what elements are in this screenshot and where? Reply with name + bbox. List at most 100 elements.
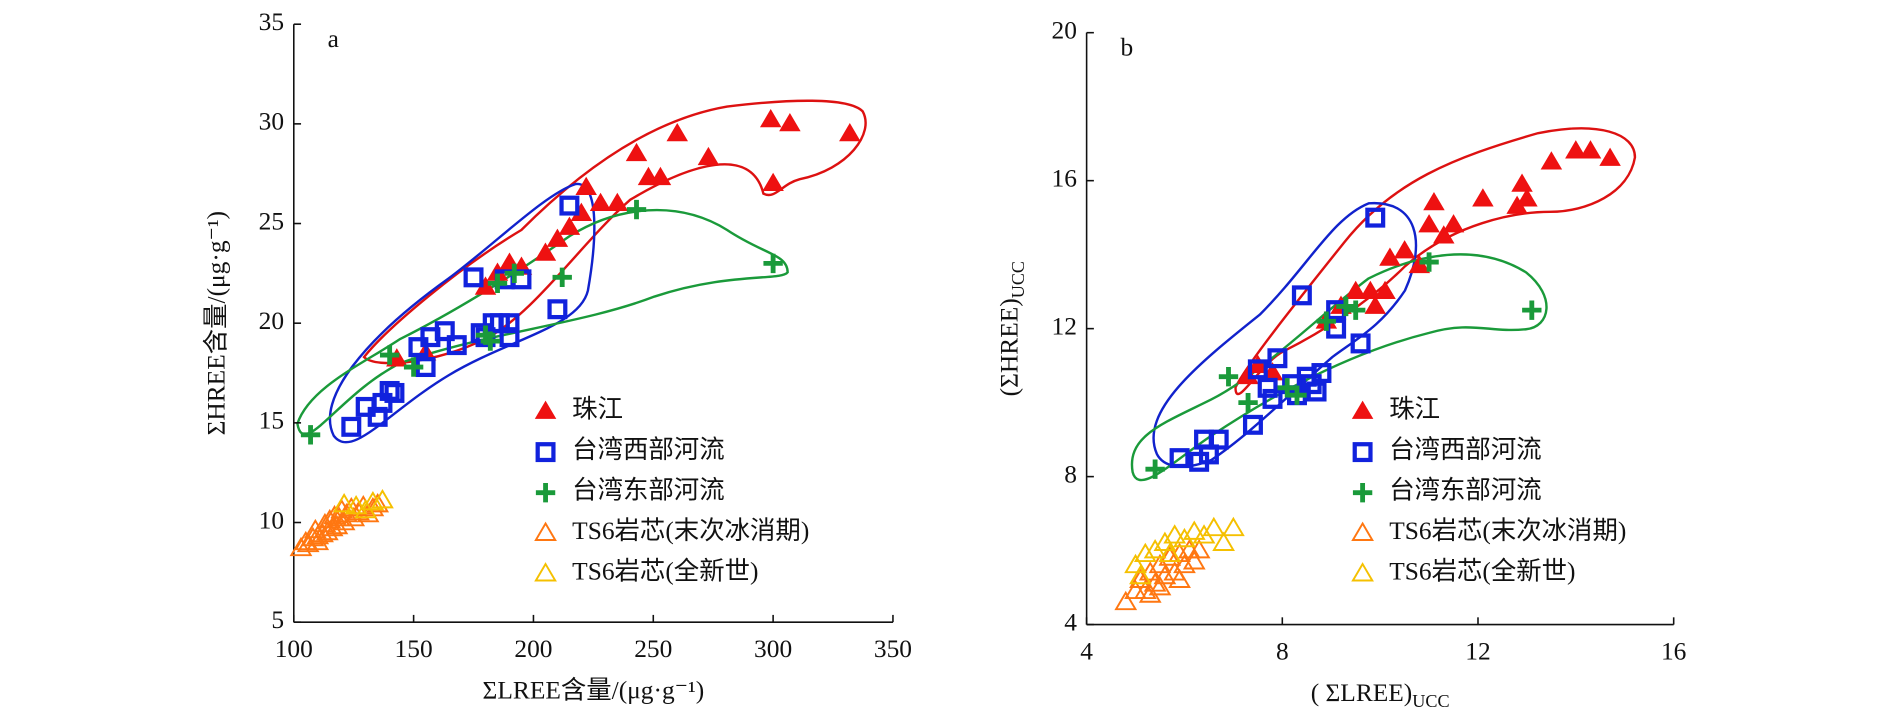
marker [1277,378,1297,398]
legend-marker [534,562,557,582]
marker [1472,188,1494,207]
marker [649,166,672,186]
marker [1124,553,1147,574]
marker [1311,363,1332,384]
marker [1158,542,1182,563]
legend-label: 台湾西部河流 [572,436,724,464]
x-tick-label: 300 [754,635,792,663]
marker [1218,367,1239,387]
marker [1182,550,1206,570]
marker [1365,207,1386,228]
y-axis-title-text: ΣHREE含量/(μg·g⁻¹) [203,211,231,435]
marker [463,267,484,288]
marker [1163,524,1187,544]
marker [1148,575,1172,596]
marker [1138,583,1162,603]
x-tick-label: 100 [275,635,313,663]
y-tick-label: 12 [1052,312,1077,340]
marker [1247,354,1269,374]
x-axis-title-text: ( ΣLREE) [1311,679,1413,707]
marker [1511,173,1533,192]
legend-label: 台湾东部河流 [1389,476,1541,504]
marker [1393,240,1416,259]
marker [1182,520,1206,540]
marker [559,195,580,216]
y-axis-title-text: (ΣHREE) [995,298,1023,396]
marker [1350,333,1371,354]
marker [1242,414,1263,435]
x-axis-title: ΣLREE含量/(μg·g⁻¹) [483,676,705,704]
y-tick-label: 4 [1064,608,1077,636]
marker [1169,448,1190,469]
marker [1168,568,1191,588]
marker [366,492,390,513]
marker [480,331,500,351]
marker [1291,285,1312,306]
y-axis-title-sub: UCC [1008,261,1028,298]
marker [320,516,344,537]
legend-label: TS6岩芯(末次冰消期) [1389,517,1626,545]
marker [1287,385,1307,405]
marker [344,494,368,515]
y-axis-title: (ΣHREE)UCC [995,261,1028,396]
marker [1423,191,1445,211]
marker [1133,542,1157,563]
x-tick-label: 4 [1080,637,1093,665]
marker [839,122,861,142]
marker [1238,392,1258,413]
marker [1344,280,1367,300]
legend-label: TS6岩芯(末次冰消期) [572,517,809,545]
marker [1599,147,1621,166]
marker [1187,539,1211,559]
marker [1153,564,1177,585]
y-axis-title: ΣHREE含量/(μg·g⁻¹) [203,211,231,435]
y-tick-label: 8 [1064,460,1077,488]
marker [487,273,508,294]
legend-marker [1351,562,1374,582]
marker [625,142,648,162]
y-tick-label: 20 [1052,17,1077,45]
x-axis-title: ( ΣLREE)UCC [1311,679,1450,712]
marker [589,192,612,211]
legend-marker [535,442,556,463]
y-tick-label: 20 [259,307,284,335]
y-tick-label: 5 [271,606,284,634]
marker [315,520,339,541]
panel-label: a [328,25,339,53]
legend-label: TS6岩芯(全新世) [572,558,758,586]
marker [384,382,405,403]
marker [1522,300,1542,320]
marker [1208,429,1229,450]
y-tick-label: 15 [259,407,284,435]
marker [341,416,362,437]
legend-label: 台湾西部河流 [1389,436,1541,464]
marker [1222,516,1245,537]
marker [1267,348,1288,369]
x-tick-label: 12 [1465,637,1490,665]
marker [1316,311,1337,331]
legend-label: 珠江 [572,395,623,423]
marker [306,524,330,545]
y-tick-label: 16 [1052,164,1077,192]
marker [323,504,346,525]
marker [434,321,455,342]
marker [1262,388,1283,409]
marker [1419,252,1439,272]
marker [575,176,597,196]
x-tick-label: 8 [1276,637,1289,665]
x-axis-title-text: ΣLREE含量/(μg·g⁻¹) [483,676,705,704]
marker [504,263,524,284]
legend-marker [1352,442,1373,463]
marker [1418,214,1440,233]
marker [379,345,400,365]
marker [1114,590,1138,611]
x-tick-label: 200 [514,635,552,663]
marker [1516,188,1538,207]
x-tick-label: 250 [634,635,672,663]
envelope [328,182,596,444]
envelope [1152,202,1418,468]
marker [697,146,720,166]
marker [1173,553,1196,574]
marker [779,112,801,132]
marker [558,216,581,235]
